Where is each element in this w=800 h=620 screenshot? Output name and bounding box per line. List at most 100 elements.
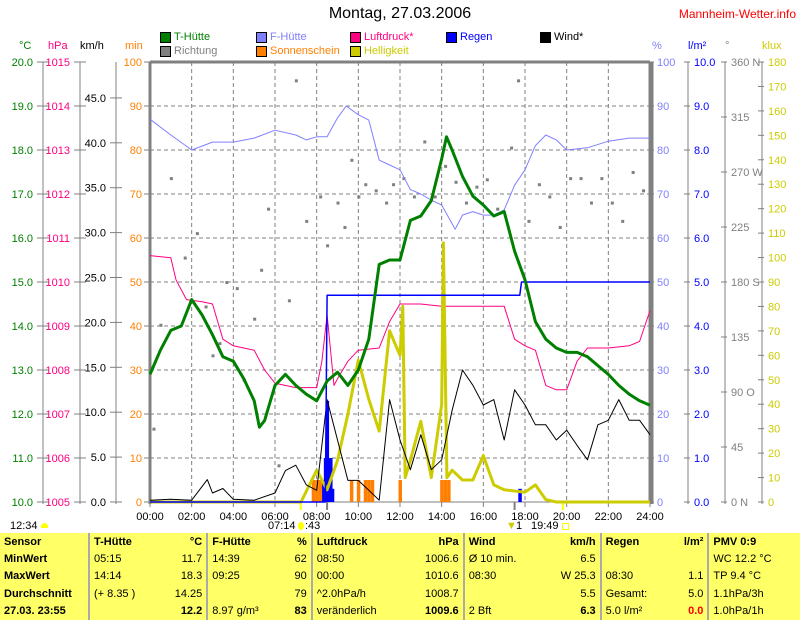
direction-point [631, 171, 635, 174]
direction-point [385, 201, 389, 205]
legend-label: Wind* [554, 31, 584, 43]
sunrise-suffix: :43 [305, 520, 321, 532]
pressure-tick-label: 1011 [46, 233, 70, 245]
sun-tick-label: 20 [130, 409, 142, 421]
light-tick-label: 130 [768, 179, 786, 191]
cell: 00:00 [310, 567, 406, 586]
table-row: MaxWert 14:14 18.3 09:25 90 00:00 1010.6 08… [0, 567, 800, 586]
direction-point [350, 158, 354, 162]
legend-label: F-Hütte [270, 31, 307, 43]
wind-axis-header: km/h [80, 40, 104, 52]
x-tick-label: 22:00 [595, 511, 623, 523]
direction-point [277, 464, 281, 468]
cell: Regen [599, 533, 670, 551]
legend-label: Regen [460, 31, 493, 43]
x-tick-label: 18:00 [511, 511, 539, 523]
cell: 09:25 [206, 567, 283, 586]
sunshine-bar [443, 480, 448, 502]
sunshine-bar [311, 480, 316, 502]
cell: 5.0 [688, 587, 704, 600]
direction-point [496, 207, 500, 211]
direction-tick-label: 315 [731, 112, 749, 124]
direction-point [610, 201, 614, 205]
cell: 11.7 [181, 553, 203, 566]
cell: veränderlich [310, 602, 406, 620]
legend-t-huette: T-Hütte [160, 31, 210, 43]
cell: Luftdruck [310, 533, 406, 551]
sun-tick-label: 100 [124, 57, 142, 69]
temp-tick-label: 16.0 [12, 233, 33, 245]
temp-tick-label: 14.0 [12, 321, 33, 333]
direction-point [294, 79, 298, 83]
x-tick-label: 24:00 [636, 511, 664, 523]
wind-tick-label: 5.0 [91, 452, 106, 464]
sunrise-time: 07:14 [268, 520, 296, 532]
moon-mark: 1 [516, 520, 523, 532]
pressure-tick-label: 1005 [46, 497, 70, 509]
cell: km/h [569, 535, 596, 548]
direction-point [260, 268, 264, 272]
light-tick-label: 180 [768, 57, 786, 69]
humidity-tick-label: 100 [657, 57, 675, 69]
sunshine-bar [356, 480, 361, 502]
direction-point [510, 146, 514, 150]
legend-label: T-Hütte [174, 31, 211, 43]
series-wind-line [149, 369, 651, 501]
direction-point [319, 195, 323, 199]
direction-point [287, 299, 291, 303]
x-tick-label: 16:00 [470, 511, 498, 523]
sun-tick-label: 0 [136, 497, 142, 509]
cell: 08:50 [310, 550, 406, 568]
sun-tick-label: 40 [130, 321, 142, 333]
x-tick-label: 02:00 [178, 511, 206, 523]
temp-tick-label: 17.0 [12, 189, 33, 201]
cell: F-Hütte [206, 533, 283, 551]
rain-tick-label: 2.0 [694, 409, 709, 421]
direction-tick-label: 360 N [731, 57, 760, 69]
rain-axis-header: l/m² [688, 40, 707, 52]
light-tick-label: 100 [768, 253, 786, 265]
series-regen-line [150, 281, 650, 503]
direction-point [336, 201, 340, 205]
sun-tick-label: 10 [130, 453, 142, 465]
cell: MinWert [4, 553, 48, 566]
table-row: MinWert 05:15 11.7 14:39 62 08:50 1006.6 Ø … [0, 550, 800, 568]
wind-tick-label: 20.0 [85, 317, 106, 329]
legend-swatch [446, 31, 457, 43]
sun-tick-label: 60 [130, 233, 142, 245]
cell: 14.25 [174, 587, 203, 600]
pressure-tick-label: 1012 [46, 189, 70, 201]
light-tick-label: 20 [768, 448, 780, 460]
cell: PMV 0:9 [707, 533, 800, 551]
cell: 5.5 [580, 587, 596, 600]
direction-point [204, 305, 208, 309]
summary-table: Sensor T-Hütte °C F-Hütte% Luftdruck hPa W… [0, 533, 800, 620]
cell: % [296, 535, 307, 548]
cell: 12.2 [180, 605, 203, 618]
direction-point [621, 219, 625, 223]
cell: 1009.6 [425, 605, 459, 618]
rain-tick-label: 4.0 [694, 321, 709, 333]
pressure-tick-label: 1015 [46, 57, 70, 69]
pressure-tick-label: 1013 [46, 145, 70, 157]
pressure-tick-label: 1006 [46, 453, 70, 465]
cell: T-Hütte [87, 533, 158, 551]
x-tick-label: 20:00 [553, 511, 581, 523]
cell: 0.0 [688, 605, 704, 618]
direction-point [402, 177, 406, 181]
direction-tick-label: 0 N [731, 497, 748, 509]
direction-point [527, 219, 531, 223]
direction-point [600, 177, 604, 181]
wind-tick-label: 30.0 [85, 228, 106, 240]
cell: 83 [294, 605, 307, 618]
site-link[interactable]: Mannheim-Wetter.info [678, 7, 796, 21]
cell: 08:30 [462, 567, 541, 586]
humidity-tick-label: 40 [657, 321, 669, 333]
humidity-tick-label: 0 [657, 497, 663, 509]
rain-tick-label: 0.0 [694, 497, 709, 509]
temp-tick-label: 15.0 [12, 277, 33, 289]
direction-point [537, 183, 541, 187]
legend-f-huette: F-Hütte [256, 31, 307, 43]
x-tick-label: 04:00 [220, 511, 248, 523]
